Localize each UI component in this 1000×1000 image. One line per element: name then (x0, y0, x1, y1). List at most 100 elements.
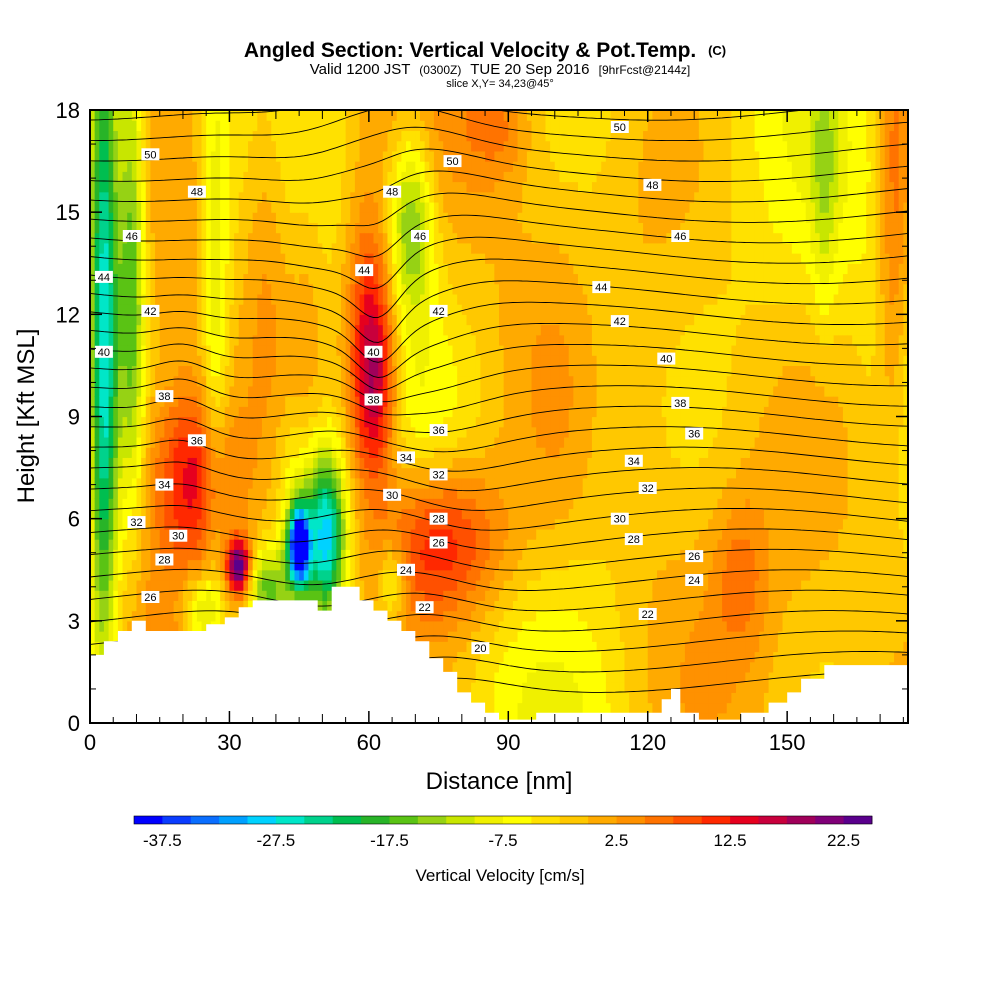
field-cell (131, 528, 138, 540)
field-cell (280, 539, 286, 550)
field-cell (471, 344, 477, 356)
field-cell (350, 232, 356, 244)
field-cell (322, 293, 328, 305)
field-cell (159, 590, 165, 601)
field-cell (113, 559, 119, 571)
field-cell (192, 365, 198, 377)
field-cell (327, 222, 333, 234)
field-cell (164, 273, 170, 285)
field-cell (471, 661, 477, 673)
field-cell (271, 385, 277, 397)
field-cell (215, 579, 221, 591)
field-cell (127, 263, 133, 275)
field-cell (429, 447, 435, 458)
field-cell (359, 579, 365, 591)
field-cell (252, 549, 258, 561)
field-cell (94, 488, 100, 499)
field-cell (429, 457, 435, 469)
field-cell (136, 242, 142, 254)
field-cell (159, 273, 165, 285)
field-cell (252, 508, 258, 520)
field-cell (136, 569, 142, 581)
field-cell (252, 283, 258, 295)
field-cell (443, 436, 449, 448)
field-cell (201, 569, 207, 581)
field-cell (136, 406, 142, 418)
field-cell (280, 436, 286, 448)
field-cell (396, 355, 402, 367)
field-cell (457, 610, 463, 622)
field-cell (359, 426, 365, 438)
field-cell (136, 110, 142, 121)
field-cell (322, 436, 328, 448)
field-cell (131, 610, 138, 622)
field-cell (433, 222, 440, 234)
field-cell (308, 396, 314, 407)
field-cell (224, 171, 231, 183)
field-cell (340, 171, 347, 183)
field-cell (447, 590, 454, 601)
field-cell (210, 406, 217, 418)
field-cell (234, 334, 240, 346)
field-cell (429, 344, 435, 356)
field-cell (322, 477, 328, 489)
field-cell (187, 477, 193, 489)
field-cell (173, 549, 179, 561)
field-cell (238, 385, 244, 397)
field-cell (136, 559, 142, 571)
field-cell (303, 396, 310, 407)
field-cell (187, 590, 193, 601)
field-cell (285, 161, 291, 172)
field-cell (257, 488, 263, 499)
field-cell (155, 191, 161, 203)
field-cell (308, 477, 314, 489)
field-cell (313, 283, 319, 295)
field-cell (187, 396, 193, 407)
field-cell (387, 477, 393, 489)
field-cell (145, 293, 152, 305)
field-cell (438, 375, 444, 387)
field-cell (169, 150, 175, 162)
field-cell (387, 201, 393, 213)
field-cell (396, 110, 402, 121)
field-cell (429, 212, 435, 223)
field-cell (419, 212, 426, 223)
field-cell (294, 171, 300, 183)
field-cell (229, 426, 235, 438)
field-cell (169, 488, 175, 499)
field-cell (373, 559, 379, 571)
field-cell (220, 610, 226, 622)
field-cell (271, 467, 277, 479)
field-cell (103, 263, 110, 275)
field-cell (415, 314, 421, 326)
field-cell (438, 365, 444, 377)
field-cell (131, 539, 138, 550)
field-cell (415, 620, 421, 632)
field-cell (419, 447, 426, 458)
field-cell (368, 416, 375, 428)
field-cell (169, 600, 175, 612)
field-cell (271, 518, 277, 530)
field-cell (131, 344, 138, 356)
field-cell (182, 232, 189, 244)
field-cell (289, 590, 296, 601)
field-cell (122, 293, 128, 305)
field-cell (354, 181, 361, 193)
field-cell (127, 212, 133, 223)
field-cell (215, 161, 221, 172)
field-cell (136, 375, 142, 387)
field-cell (122, 457, 128, 469)
field-cell (461, 283, 468, 295)
field-cell (103, 293, 110, 305)
field-cell (136, 508, 142, 520)
field-cell (210, 253, 217, 264)
field-cell (471, 324, 477, 336)
field-cell (243, 232, 249, 244)
field-cell (275, 293, 282, 305)
field-cell (248, 467, 254, 479)
field-cell (447, 426, 454, 438)
field-cell (108, 334, 114, 346)
field-cell (354, 498, 361, 510)
field-cell (145, 610, 152, 622)
field-cell (229, 477, 235, 489)
